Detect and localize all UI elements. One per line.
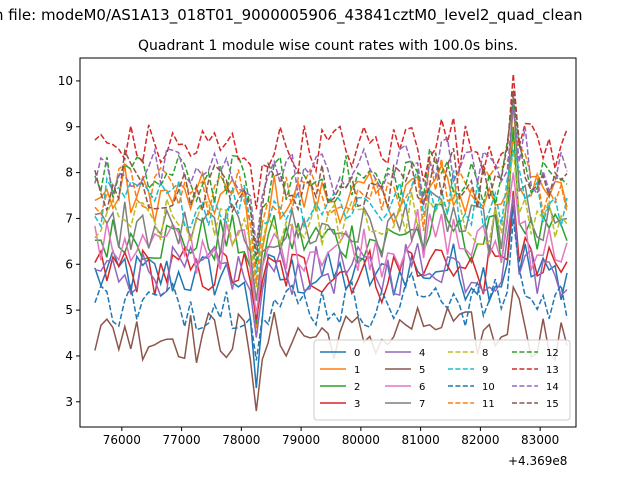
legend-label-2: 2 — [354, 382, 360, 393]
legend-label-0: 0 — [354, 348, 360, 359]
legend-box — [313, 339, 571, 421]
legend-label-7: 7 — [419, 399, 425, 410]
series-line-13 — [94, 73, 568, 210]
figure-suptitle: n file: modeM0/AS1A13_018T01_9000005906_… — [0, 6, 583, 25]
y-axis: 3 4 5 6 7 8 9 10 — [58, 74, 80, 409]
legend-label-8: 8 — [482, 348, 488, 359]
x-offset-label: +4.369e8 — [508, 454, 567, 468]
series-line-4 — [94, 195, 568, 338]
y-tick-label: 3 — [65, 395, 73, 409]
x-tick-label: 83000 — [521, 433, 559, 447]
series-line-15 — [94, 90, 568, 256]
legend-label-10: 10 — [482, 382, 495, 393]
series-line-12 — [94, 99, 568, 265]
legend-label-3: 3 — [354, 399, 360, 410]
x-tick-label: 81000 — [402, 433, 440, 447]
legend-label-9: 9 — [482, 365, 488, 376]
y-tick-label: 9 — [65, 120, 73, 134]
legend-label-14: 14 — [546, 382, 559, 393]
legend-label-12: 12 — [546, 348, 559, 359]
series-line-11 — [94, 139, 568, 283]
legend-label-4: 4 — [419, 348, 425, 359]
x-axis: 76000 77000 78000 79000 80000 81000 82000 83000 — [103, 427, 559, 447]
x-tick-label: 76000 — [103, 433, 141, 447]
series-line-6 — [94, 172, 568, 315]
y-tick-label: 7 — [65, 211, 73, 225]
series-line-0 — [94, 204, 568, 389]
legend-label-15: 15 — [546, 399, 559, 410]
y-tick-label: 6 — [65, 257, 73, 271]
x-tick-label: 77000 — [162, 433, 200, 447]
legend-label-6: 6 — [419, 382, 425, 393]
series-line-8 — [94, 149, 568, 288]
y-tick-label: 5 — [65, 303, 73, 317]
legend-label-5: 5 — [419, 365, 425, 376]
x-tick-label: 82000 — [461, 433, 499, 447]
legend-label-1: 1 — [354, 365, 360, 376]
x-tick-label: 78000 — [222, 433, 260, 447]
chart-title: Quadrant 1 module wise count rates with … — [138, 38, 518, 54]
x-tick-label: 80000 — [342, 433, 380, 447]
x-tick-label: 79000 — [282, 433, 320, 447]
series-line-14 — [94, 103, 568, 246]
legend-label-11: 11 — [482, 399, 495, 410]
axes-frame — [79, 57, 577, 428]
legend-label-13: 13 — [546, 365, 559, 376]
series-line-7 — [94, 94, 568, 301]
series-line-10 — [94, 218, 568, 361]
y-tick-label: 10 — [58, 74, 73, 88]
y-tick-label: 8 — [65, 166, 73, 180]
y-tick-label: 4 — [65, 349, 73, 363]
